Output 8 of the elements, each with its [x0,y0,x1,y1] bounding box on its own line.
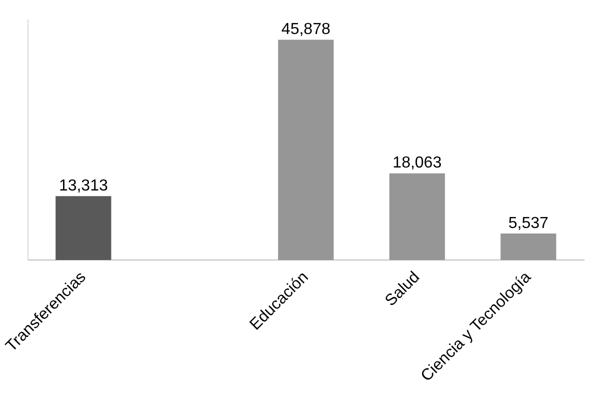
data-label: 13,313 [58,178,108,195]
bar [500,233,556,260]
bar [56,196,112,260]
data-label: 45,878 [281,21,330,38]
bar [389,173,445,260]
data-label: 5,537 [508,214,548,232]
bar [278,40,334,260]
data-label: 18,063 [392,154,442,172]
